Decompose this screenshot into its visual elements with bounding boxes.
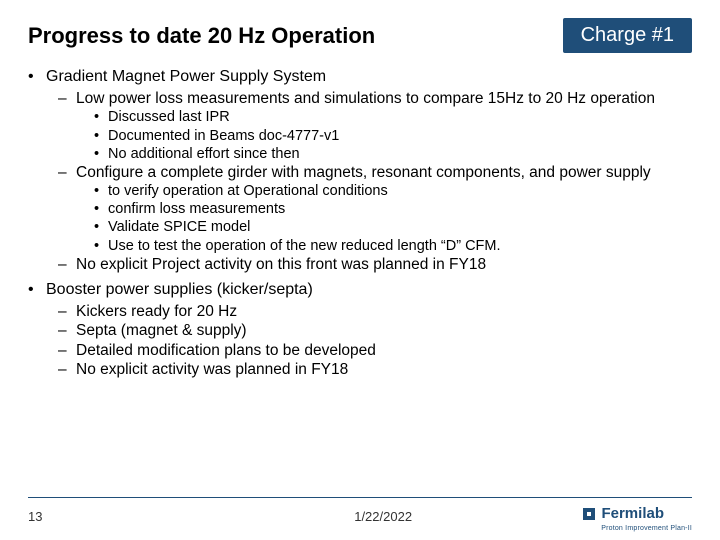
bullet-lvl3: Discussed last IPR: [76, 108, 692, 126]
bullet-lvl2: No explicit Project activity on this fro…: [46, 255, 692, 274]
bullet-text: Low power loss measurements and simulati…: [76, 90, 655, 107]
bullet-lvl3: Use to test the operation of the new red…: [76, 237, 692, 255]
bullet-lvl2: Kickers ready for 20 Hz: [46, 302, 692, 321]
page-number: 13: [28, 509, 42, 524]
content: Gradient Magnet Power Supply System Low …: [28, 67, 692, 380]
sublist: Kickers ready for 20 Hz Septa (magnet & …: [46, 302, 692, 380]
bullet-lvl2: Septa (magnet & supply): [46, 321, 692, 340]
fermilab-icon: [581, 506, 597, 522]
footer-rule: [28, 497, 692, 498]
bullet-lvl3: to verify operation at Operational condi…: [76, 182, 692, 200]
bullet-lvl2: Configure a complete girder with magnets…: [46, 163, 692, 255]
footer-date: 1/22/2022: [354, 509, 412, 524]
header: Progress to date 20 Hz Operation Charge …: [28, 18, 692, 53]
sublist: Low power loss measurements and simulati…: [46, 89, 692, 274]
bullet-text: Documented in Beams doc-4777-v1: [108, 128, 339, 144]
bullet-lvl3: Validate SPICE model: [76, 218, 692, 236]
bullet-lvl3: No additional effort since then: [76, 145, 692, 163]
bullet-text: Gradient Magnet Power Supply System: [46, 68, 326, 85]
bullet-text: No additional effort since then: [108, 146, 300, 162]
charge-badge: Charge #1: [563, 18, 692, 53]
bullet-text: Validate SPICE model: [108, 219, 250, 235]
sublist: to verify operation at Operational condi…: [76, 182, 692, 255]
bullet-text: Use to test the operation of the new red…: [108, 238, 501, 254]
bullet-text: confirm loss measurements: [108, 201, 285, 217]
slide: Progress to date 20 Hz Operation Charge …: [0, 0, 720, 540]
logo-block: Fermilab Proton Improvement Plan-II: [599, 525, 692, 532]
logo-text: Fermilab: [601, 505, 664, 522]
sublist: Discussed last IPR Documented in Beams d…: [76, 108, 692, 162]
bullet-text: Configure a complete girder with magnets…: [76, 164, 651, 181]
bullet-text: to verify operation at Operational condi…: [108, 183, 388, 199]
bullet-text: No explicit Project activity on this fro…: [76, 256, 486, 273]
bullet-text: No explicit activity was planned in FY18: [76, 361, 348, 378]
bullet-text: Discussed last IPR: [108, 109, 230, 125]
bullet-text: Detailed modification plans to be develo…: [76, 342, 376, 359]
bullet-lvl2: Detailed modification plans to be develo…: [46, 341, 692, 360]
fermilab-logo: Fermilab: [581, 505, 664, 522]
bullet-list: Gradient Magnet Power Supply System Low …: [28, 67, 692, 380]
bullet-lvl2: No explicit activity was planned in FY18: [46, 360, 692, 379]
bullet-lvl1: Gradient Magnet Power Supply System Low …: [28, 67, 692, 274]
bullet-lvl3: Documented in Beams doc-4777-v1: [76, 127, 692, 145]
bullet-lvl1: Booster power supplies (kicker/septa) Ki…: [28, 280, 692, 380]
bullet-text: Kickers ready for 20 Hz: [76, 303, 237, 320]
bullet-text: Septa (magnet & supply): [76, 322, 247, 339]
slide-title: Progress to date 20 Hz Operation: [28, 23, 375, 49]
logo-subtitle: Proton Improvement Plan-II: [601, 525, 692, 532]
bullet-lvl2: Low power loss measurements and simulati…: [46, 89, 692, 163]
bullet-lvl3: confirm loss measurements: [76, 200, 692, 218]
bullet-text: Booster power supplies (kicker/septa): [46, 281, 313, 298]
